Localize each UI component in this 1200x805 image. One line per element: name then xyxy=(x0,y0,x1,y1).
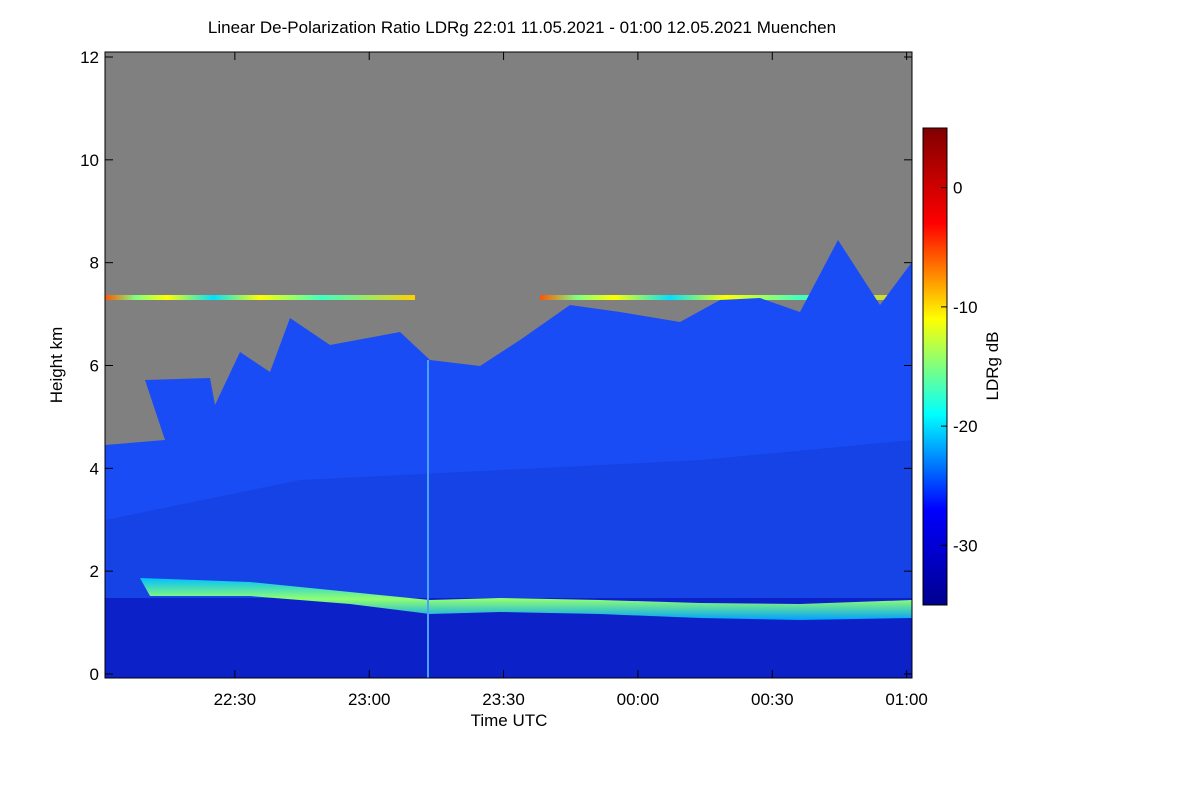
x-tick-label: 23:30 xyxy=(482,690,525,709)
y-tick-label: 4 xyxy=(90,459,99,478)
y-tick-label: 2 xyxy=(90,562,99,581)
heatmap-field xyxy=(105,52,912,678)
y-axis-label: Height km xyxy=(47,327,66,404)
colorbar-tick-label: 0 xyxy=(953,179,962,198)
x-tick-label: 01:00 xyxy=(885,690,928,709)
x-axis-label: Time UTC xyxy=(471,711,548,730)
colorbar-tick-label: -20 xyxy=(953,417,978,436)
y-tick-label: 10 xyxy=(80,151,99,170)
y-tick-label: 0 xyxy=(90,665,99,684)
x-tick-label: 00:00 xyxy=(617,690,660,709)
y-tick-label: 12 xyxy=(80,48,99,67)
x-tick-label: 00:30 xyxy=(751,690,794,709)
chart-title: Linear De-Polarization Ratio LDRg 22:01 … xyxy=(208,18,836,37)
colorbar-tick-label: -10 xyxy=(953,298,978,317)
colorbar xyxy=(922,127,948,606)
colorbar-label: LDRg dB xyxy=(983,332,1002,401)
y-tick-label: 8 xyxy=(90,254,99,273)
x-tick-label: 23:00 xyxy=(348,690,391,709)
colorbar-tick-label: -30 xyxy=(953,536,978,555)
y-tick-label: 6 xyxy=(90,357,99,376)
x-tick-label: 22:30 xyxy=(214,690,257,709)
